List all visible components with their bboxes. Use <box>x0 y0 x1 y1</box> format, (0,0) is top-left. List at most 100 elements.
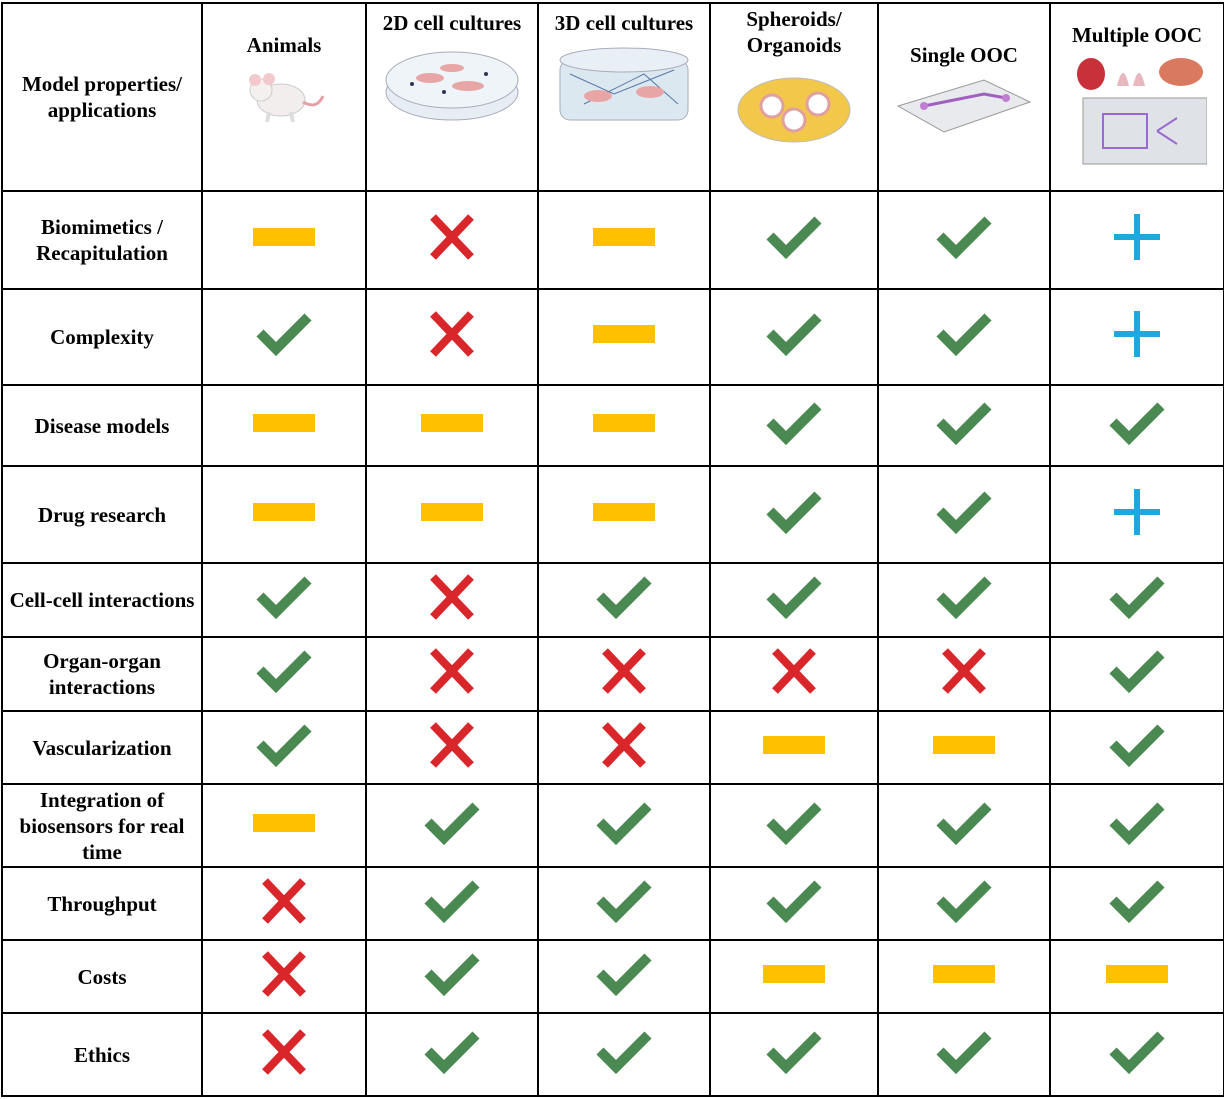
check-mark <box>1109 401 1165 445</box>
rating-cell <box>877 866 1051 941</box>
rating-cell <box>201 866 367 941</box>
check-mark <box>936 1030 992 1074</box>
check-mark <box>256 576 312 620</box>
rating-cell <box>709 465 879 564</box>
row-label: Throughput <box>47 891 157 916</box>
check-mark <box>766 801 822 845</box>
row-header-cell: Vascularization <box>1 710 203 785</box>
rating-icon <box>763 964 825 983</box>
check-mark <box>256 313 312 357</box>
rating-cell <box>1049 562 1224 638</box>
rating-cell <box>201 710 367 785</box>
column-label: Spheroids/ Organoids <box>746 7 842 57</box>
row-label: Cell-cell interactions <box>9 588 195 612</box>
rating-cell <box>877 710 1051 785</box>
rating-cell <box>365 1012 539 1097</box>
corner-cell: Model properties/ applications <box>1 2 203 192</box>
rating-cell <box>1049 636 1224 712</box>
table-row: Complexity <box>1 288 1224 386</box>
organoid-image <box>737 77 851 143</box>
rating-icon <box>424 1030 480 1074</box>
rating-icon <box>766 1030 822 1074</box>
rating-icon <box>766 401 822 445</box>
row-label: Ethics <box>73 1042 130 1067</box>
check-mark <box>424 1030 480 1074</box>
rating-icon <box>763 735 825 754</box>
rating-cell <box>877 939 1051 1014</box>
rating-icon <box>262 950 306 997</box>
rating-cell <box>1049 190 1224 290</box>
table-row: Cell-cell interactions <box>1 562 1224 638</box>
rating-cell <box>537 636 711 712</box>
rating-icon <box>421 413 483 432</box>
header-cell: Spheroids/ Organoids <box>709 2 879 192</box>
row-header-cell: Integration of biosensors for real time <box>1 783 203 868</box>
dash-mark <box>1106 964 1168 983</box>
rating-cell <box>365 710 539 785</box>
rating-icon <box>430 574 474 620</box>
rating-cell <box>709 288 879 386</box>
rating-icon <box>430 214 474 260</box>
rating-cell <box>365 190 539 290</box>
row-header-cell: Throughput <box>1 866 203 941</box>
rating-icon <box>593 325 655 343</box>
column-label: Single OOC <box>910 43 1018 67</box>
table-row: Integration of biosensors for real time <box>1 783 1224 868</box>
cross-mark <box>262 877 306 924</box>
row-header-cell: Cell-cell interactions <box>1 562 203 638</box>
rating-icon <box>593 502 655 521</box>
check-mark <box>256 650 312 694</box>
rating-cell <box>709 783 879 868</box>
dash-mark <box>253 502 315 521</box>
rating-cell <box>709 866 879 941</box>
table-row: Costs <box>1 939 1224 1014</box>
rating-cell <box>201 190 367 290</box>
rating-icon <box>766 313 822 357</box>
rating-cell <box>1049 288 1224 386</box>
check-mark <box>424 952 480 996</box>
rating-cell <box>1049 783 1224 868</box>
rating-cell <box>537 710 711 785</box>
check-mark <box>766 401 822 445</box>
rating-cell <box>709 939 879 1014</box>
rating-icon <box>596 1030 652 1074</box>
cross-mark <box>430 648 474 694</box>
rating-icon <box>1109 723 1165 767</box>
row-label: Vascularization <box>32 735 172 760</box>
check-mark <box>596 576 652 620</box>
column-label: 3D cell cultures <box>554 11 694 35</box>
rating-cell <box>365 465 539 564</box>
rating-icon <box>1109 650 1165 694</box>
check-mark <box>766 1030 822 1074</box>
rating-icon <box>424 879 480 923</box>
rating-icon <box>933 964 995 983</box>
dash-mark <box>763 964 825 983</box>
rating-cell <box>877 384 1051 467</box>
check-mark <box>766 490 822 534</box>
rating-cell <box>709 562 879 638</box>
rating-cell <box>201 939 367 1014</box>
rating-cell <box>365 939 539 1014</box>
cross-mark <box>602 721 646 768</box>
check-mark <box>936 216 992 260</box>
rating-cell <box>709 710 879 785</box>
rating-icon <box>936 401 992 445</box>
rating-cell <box>537 866 711 941</box>
rating-cell <box>537 288 711 386</box>
rating-cell <box>877 465 1051 564</box>
header-cell: Single OOC <box>877 2 1051 192</box>
rating-icon <box>262 877 306 924</box>
rating-cell <box>709 384 879 467</box>
row-label: Organ-organ interactions <box>43 649 161 699</box>
check-mark <box>936 490 992 534</box>
dash-mark <box>253 413 315 432</box>
rating-icon <box>766 801 822 845</box>
dash-mark <box>253 813 315 832</box>
cross-mark <box>430 574 474 620</box>
rating-icon <box>602 648 646 694</box>
rating-icon <box>936 576 992 620</box>
rating-icon <box>593 413 655 432</box>
rating-icon <box>256 313 312 357</box>
check-mark <box>1109 1030 1165 1074</box>
rating-cell <box>365 866 539 941</box>
